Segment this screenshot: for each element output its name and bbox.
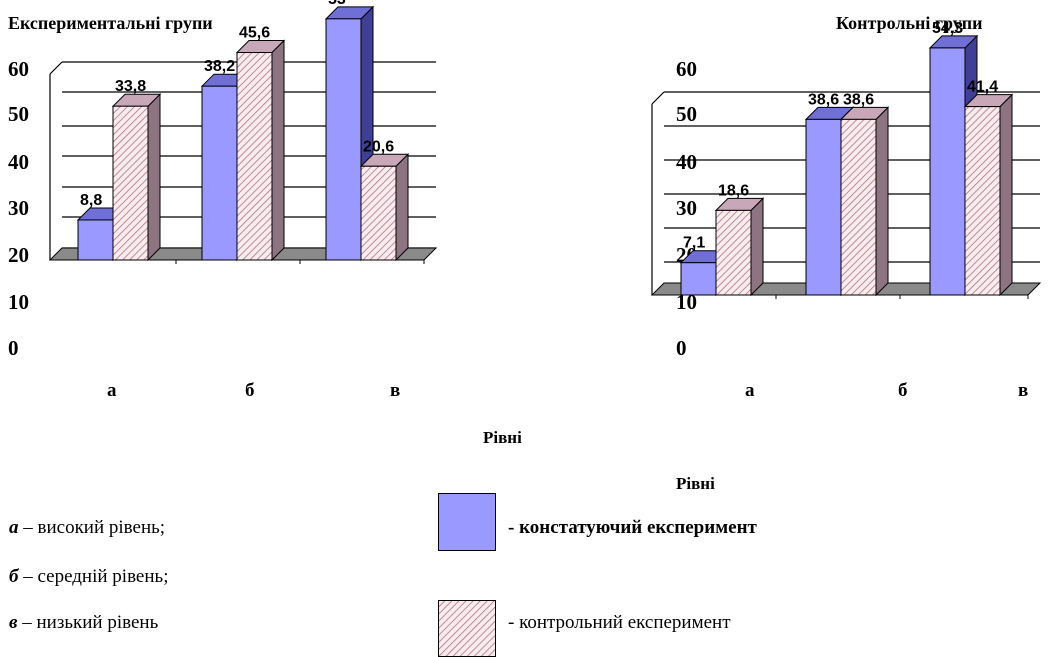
y-tick-label: 40 (8, 150, 29, 174)
data-label: 54,3 (932, 20, 963, 37)
legend-key-text: – середній рівень; (18, 566, 169, 587)
legend-key-letter: а (9, 517, 19, 538)
y-axis-line (651, 91, 665, 105)
bar-control (235, 39, 286, 262)
bar-front (929, 47, 966, 296)
y-tick-label: 30 (676, 196, 697, 220)
bar-control (963, 93, 1014, 297)
bar-front (77, 219, 114, 261)
data-label: 45,6 (239, 25, 270, 42)
bar-front (805, 118, 842, 296)
x-category-label: б (245, 380, 255, 401)
legend-swatch-control (438, 600, 496, 657)
left-x-axis-title: Рівні (483, 428, 522, 447)
data-label: 38,6 (843, 91, 874, 108)
x-category-label: а (107, 380, 117, 401)
bar-control (111, 93, 162, 262)
data-label: 7,1 (683, 235, 705, 252)
x-category-label: а (745, 380, 755, 401)
data-label: 20,6 (363, 138, 394, 155)
y-tick-label: 0 (8, 336, 19, 360)
bar-side (999, 93, 1013, 297)
bar-front (964, 106, 1001, 296)
legend-key-text: – низький рівень (17, 612, 159, 633)
data-label: 33,8 (115, 78, 146, 95)
legend-label-control: - контрольний експеримент (508, 612, 731, 633)
legend-label-constative: - констатуючий експеримент (508, 517, 757, 538)
bar-control (839, 106, 890, 297)
y-tick-label: 10 (676, 290, 697, 314)
bar-side (750, 197, 764, 297)
x-category-label: в (1018, 380, 1029, 401)
data-label: 41,4 (967, 79, 998, 96)
legend-key-text: – високий рівень; (18, 517, 166, 538)
legend-key-letter: в (9, 612, 18, 633)
right-chart-plot: 7,1 38,6 54,3 18,6 38,6 41,4 (650, 20, 1042, 299)
y-tick-label: 50 (8, 102, 29, 126)
bar-front (680, 262, 717, 296)
data-label: 38,2 (204, 58, 235, 75)
legend-key-low: в – низький рівень (9, 612, 158, 634)
data-label: 18,6 (718, 182, 749, 199)
y-tick-label: 0 (676, 336, 687, 360)
left-chart-title: Експериментальні групи (8, 13, 213, 33)
legend-key-medium: б – середній рівень; (9, 566, 168, 588)
y-tick-label: 40 (676, 150, 697, 174)
bar-front (360, 165, 397, 261)
bar-front (715, 209, 752, 296)
x-category-label: в (390, 380, 401, 401)
left-chart-plot: 8,8 38,2 53 33,8 45,6 20,6 (48, 0, 438, 264)
bar-control (359, 153, 410, 262)
y-tick-label: 60 (8, 57, 29, 81)
bar-control (714, 197, 765, 297)
data-label: 38,6 (808, 91, 839, 108)
right-x-axis-title: Рівні (676, 474, 715, 493)
y-tick-label: 30 (8, 196, 29, 220)
data-label: 53 (328, 0, 346, 8)
bar-front (236, 52, 273, 261)
legend-key-high: а – високий рівень; (9, 517, 165, 539)
bar-front (112, 105, 149, 261)
x-category-label: б (898, 380, 908, 401)
y-axis-line (49, 61, 63, 75)
y-tick-label: 60 (676, 57, 697, 81)
y-tick-label: 20 (8, 243, 29, 267)
bar-front (840, 118, 877, 296)
bar-side (875, 106, 889, 297)
right-chart-title: Контрольні групи (836, 13, 983, 33)
data-label: 8,8 (80, 192, 102, 209)
legend-key-letter: б (9, 566, 19, 587)
y-tick-label: 50 (676, 102, 697, 126)
legend-swatch-constative (438, 493, 496, 551)
bar-front (325, 18, 362, 261)
y-tick-label: 10 (8, 290, 29, 314)
